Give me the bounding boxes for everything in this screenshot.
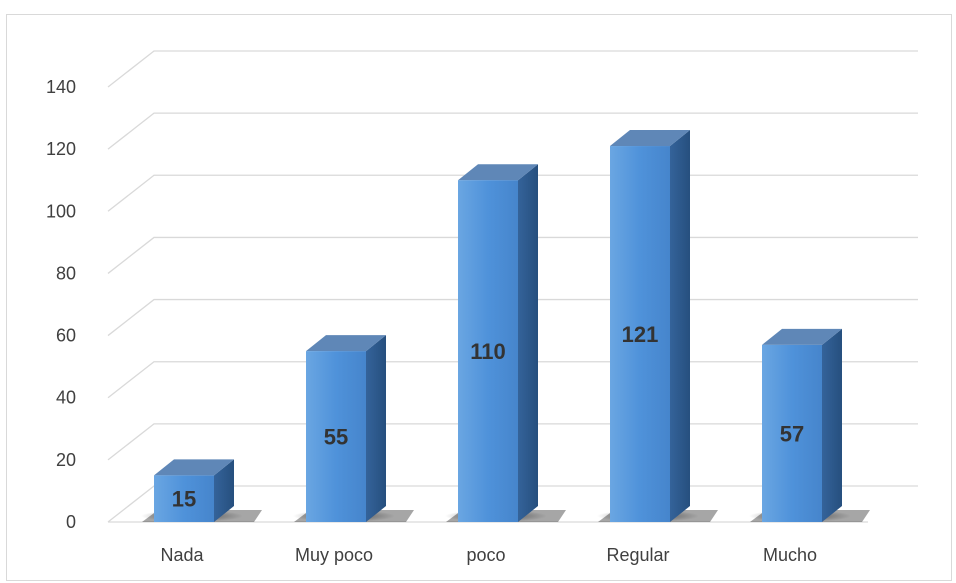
y-tick-label: 80 <box>56 263 76 283</box>
y-tick-label: 60 <box>56 326 76 346</box>
bar-top <box>610 130 690 147</box>
bar-top <box>762 328 842 345</box>
bar <box>610 146 670 523</box>
x-tick-label: Mucho <box>763 545 817 565</box>
bar <box>762 344 822 522</box>
y-tick-label: 20 <box>56 450 76 470</box>
x-tick-label: Nada <box>160 545 204 565</box>
x-tick-label: poco <box>466 545 505 565</box>
data-label: 110 <box>470 339 506 364</box>
bar-top <box>306 335 386 352</box>
x-tick-label: Regular <box>606 545 669 565</box>
y-tick-label: 0 <box>66 512 76 532</box>
bars: 15 55 110 121 57 <box>141 130 870 523</box>
bar-side <box>518 164 538 522</box>
x-tick-label: Muy poco <box>295 545 373 565</box>
y-tick-label: 140 <box>46 77 76 97</box>
gridline <box>107 112 918 150</box>
bar-side <box>214 459 234 522</box>
y-tick-label: 100 <box>46 201 76 221</box>
bar <box>306 351 366 522</box>
data-label: 57 <box>780 421 804 446</box>
bar-top <box>154 459 234 476</box>
bar-top <box>458 164 538 181</box>
data-label: 15 <box>172 487 196 512</box>
bar-side <box>366 335 386 522</box>
data-label: 55 <box>324 425 348 450</box>
x-axis: Nada Muy poco poco Regular Mucho <box>160 545 817 565</box>
bar <box>458 180 518 522</box>
bar-side <box>822 328 842 522</box>
bar <box>154 475 214 522</box>
bar-side <box>670 130 690 523</box>
y-axis: 0 20 40 60 80 100 120 140 <box>46 77 76 532</box>
gridline <box>107 50 918 88</box>
y-tick-label: 120 <box>46 139 76 159</box>
y-tick-label: 40 <box>56 388 76 408</box>
data-label: 121 <box>622 322 659 347</box>
